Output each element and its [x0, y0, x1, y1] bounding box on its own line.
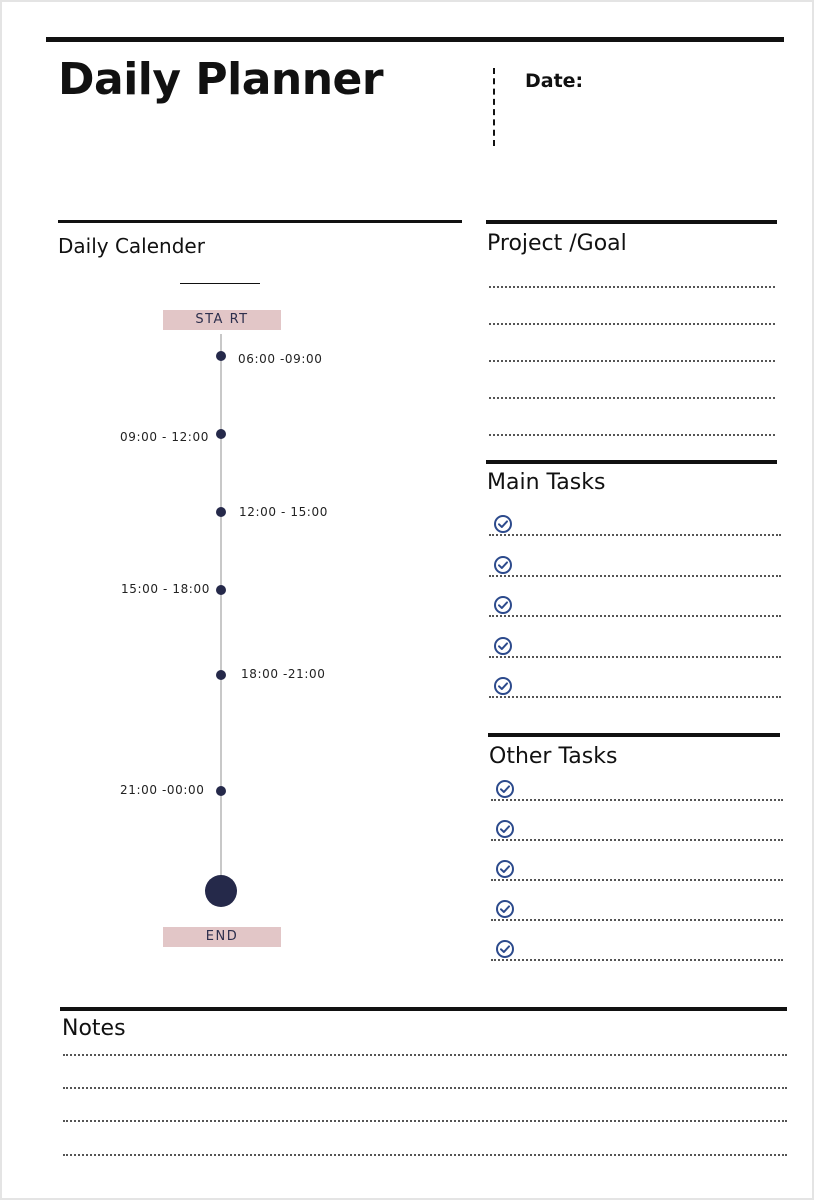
end-tag: END: [163, 927, 281, 947]
timeline-dot: [216, 786, 226, 796]
task-line[interactable]: [491, 919, 783, 921]
calendar-rule: [58, 220, 462, 223]
timeline-end-dot: [205, 875, 237, 907]
timeline-dot: [216, 351, 226, 361]
notes-rule: [60, 1007, 787, 1011]
header-rule: [46, 37, 784, 42]
calendar-underline: [180, 283, 260, 284]
task-line[interactable]: [491, 959, 783, 961]
task-line[interactable]: [491, 799, 783, 801]
time-slot-label: 06:00 -09:00: [238, 352, 323, 366]
check-circle-icon[interactable]: [493, 514, 513, 534]
notes-line[interactable]: [63, 1054, 787, 1056]
timeline-dot: [216, 507, 226, 517]
time-slot-label: 12:00 - 15:00: [239, 505, 328, 519]
time-slot-label: 09:00 - 12:00: [120, 430, 209, 444]
main-tasks-rule: [486, 460, 777, 464]
date-label: Date:: [525, 70, 584, 92]
check-circle-icon[interactable]: [495, 779, 515, 799]
project-line[interactable]: [489, 286, 775, 288]
timeline-dot: [216, 670, 226, 680]
project-rule: [486, 220, 777, 224]
check-circle-icon[interactable]: [493, 636, 513, 656]
time-slot-label: 18:00 -21:00: [241, 667, 326, 681]
task-line[interactable]: [489, 534, 781, 536]
other-tasks-rule: [488, 733, 780, 737]
date-separator: [493, 68, 495, 146]
check-circle-icon[interactable]: [493, 676, 513, 696]
other-tasks-heading: Other Tasks: [489, 744, 618, 769]
timeline-dot: [216, 429, 226, 439]
task-line[interactable]: [491, 879, 783, 881]
project-line[interactable]: [489, 323, 775, 325]
time-slot-label: 21:00 -00:00: [120, 783, 205, 797]
task-line[interactable]: [489, 574, 781, 577]
project-heading: Project /Goal: [487, 231, 627, 256]
check-circle-icon[interactable]: [495, 819, 515, 839]
project-line[interactable]: [489, 397, 775, 399]
notes-line[interactable]: [63, 1120, 787, 1122]
task-line[interactable]: [491, 839, 783, 841]
project-line[interactable]: [489, 434, 775, 436]
notes-line[interactable]: [63, 1154, 787, 1156]
project-line[interactable]: [489, 360, 775, 362]
time-slot-label: 15:00 - 18:00: [121, 582, 210, 596]
calendar-heading: Daily Calender: [58, 234, 205, 258]
timeline-line: [220, 334, 222, 890]
check-circle-icon[interactable]: [495, 859, 515, 879]
check-circle-icon[interactable]: [495, 939, 515, 959]
task-line[interactable]: [489, 615, 781, 617]
notes-line[interactable]: [63, 1087, 787, 1089]
check-circle-icon[interactable]: [495, 899, 515, 919]
start-tag: STA RT: [163, 310, 281, 330]
check-circle-icon[interactable]: [493, 555, 513, 575]
page-title: Daily Planner: [58, 54, 384, 105]
main-tasks-heading: Main Tasks: [487, 470, 606, 495]
timeline-dot: [216, 585, 226, 595]
task-line[interactable]: [489, 696, 781, 698]
check-circle-icon[interactable]: [493, 595, 513, 615]
task-line[interactable]: [489, 655, 781, 658]
notes-heading: Notes: [62, 1016, 126, 1041]
